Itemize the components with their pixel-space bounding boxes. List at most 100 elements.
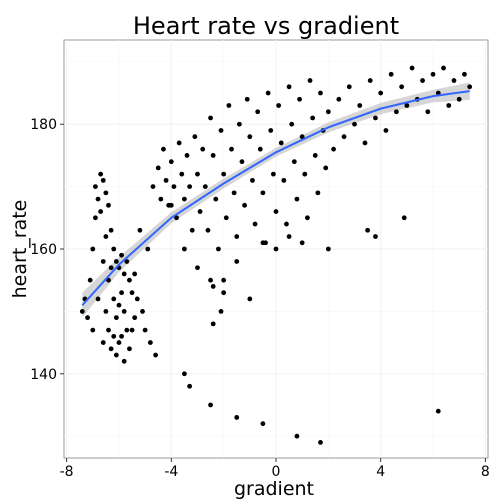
y-tick-label: 140 xyxy=(30,367,57,383)
data-point xyxy=(182,247,187,252)
data-point xyxy=(237,122,242,127)
data-point xyxy=(347,84,352,89)
data-point xyxy=(151,184,156,189)
data-point xyxy=(245,97,250,102)
data-point xyxy=(164,178,169,183)
data-point xyxy=(342,134,347,139)
data-point xyxy=(80,309,85,314)
data-point xyxy=(213,197,218,202)
data-point xyxy=(378,91,383,96)
data-point xyxy=(234,259,239,264)
data-point xyxy=(192,134,197,139)
data-point xyxy=(281,178,286,183)
data-point xyxy=(363,141,368,146)
data-point xyxy=(318,91,323,96)
data-point xyxy=(88,278,93,283)
data-point xyxy=(462,72,467,77)
data-point xyxy=(106,328,111,333)
data-point xyxy=(161,147,166,152)
data-point xyxy=(271,172,276,177)
data-point xyxy=(221,278,226,283)
data-point xyxy=(208,116,213,121)
data-point xyxy=(253,222,258,227)
data-point xyxy=(140,309,145,314)
data-point xyxy=(103,309,108,314)
data-point xyxy=(203,184,208,189)
data-point xyxy=(109,228,114,233)
data-point xyxy=(302,172,307,177)
data-point xyxy=(373,116,378,121)
data-point xyxy=(232,190,237,195)
data-point xyxy=(132,315,137,320)
data-point xyxy=(247,134,252,139)
data-point xyxy=(410,66,415,71)
data-point xyxy=(452,78,457,83)
data-point xyxy=(208,403,213,408)
data-point xyxy=(109,265,114,270)
data-point xyxy=(457,97,462,102)
data-point xyxy=(234,415,239,420)
chart-title: Heart rate vs gradient xyxy=(133,12,399,40)
data-point xyxy=(111,297,116,302)
data-point xyxy=(357,103,362,108)
data-point xyxy=(198,209,203,214)
data-point xyxy=(420,78,425,83)
data-point xyxy=(130,328,135,333)
data-point xyxy=(287,84,292,89)
data-point xyxy=(119,334,124,339)
x-axis-title: gradient xyxy=(234,478,314,500)
data-point xyxy=(258,147,263,152)
data-point xyxy=(190,228,195,233)
data-point xyxy=(274,247,279,252)
data-point xyxy=(425,109,430,114)
data-point xyxy=(221,172,226,177)
data-point xyxy=(187,384,192,389)
data-point xyxy=(368,78,373,83)
data-point xyxy=(268,128,273,133)
data-point xyxy=(326,247,331,252)
data-point xyxy=(318,440,323,445)
data-point xyxy=(266,91,271,96)
data-point xyxy=(143,328,148,333)
data-point xyxy=(90,247,95,252)
y-axis-title: heart_rate xyxy=(9,200,31,299)
data-point xyxy=(127,346,132,351)
data-point xyxy=(331,147,336,152)
data-point xyxy=(261,240,266,245)
data-point xyxy=(240,159,245,164)
data-point xyxy=(211,153,216,158)
data-point xyxy=(211,284,216,289)
data-point xyxy=(242,203,247,208)
data-point xyxy=(467,84,472,89)
data-point xyxy=(300,240,305,245)
data-point xyxy=(158,197,163,202)
data-point xyxy=(336,97,341,102)
data-point xyxy=(195,172,200,177)
data-point xyxy=(138,228,143,233)
data-point xyxy=(276,103,281,108)
data-point xyxy=(109,346,114,351)
data-point xyxy=(96,297,101,302)
data-point xyxy=(315,190,320,195)
data-point xyxy=(145,247,150,252)
data-point xyxy=(117,303,122,308)
data-point xyxy=(119,253,124,258)
data-point xyxy=(130,290,135,295)
data-point xyxy=(200,147,205,152)
data-point xyxy=(114,315,119,320)
data-point xyxy=(182,371,187,376)
data-point xyxy=(308,78,313,83)
data-point xyxy=(93,184,98,189)
data-point xyxy=(224,215,229,220)
data-point xyxy=(313,153,318,158)
data-point xyxy=(219,309,224,314)
data-point xyxy=(221,290,226,295)
data-point xyxy=(229,147,234,152)
data-point xyxy=(279,141,284,146)
data-point xyxy=(247,297,252,302)
data-point xyxy=(208,278,213,283)
data-point xyxy=(404,103,409,108)
data-point xyxy=(295,434,300,439)
